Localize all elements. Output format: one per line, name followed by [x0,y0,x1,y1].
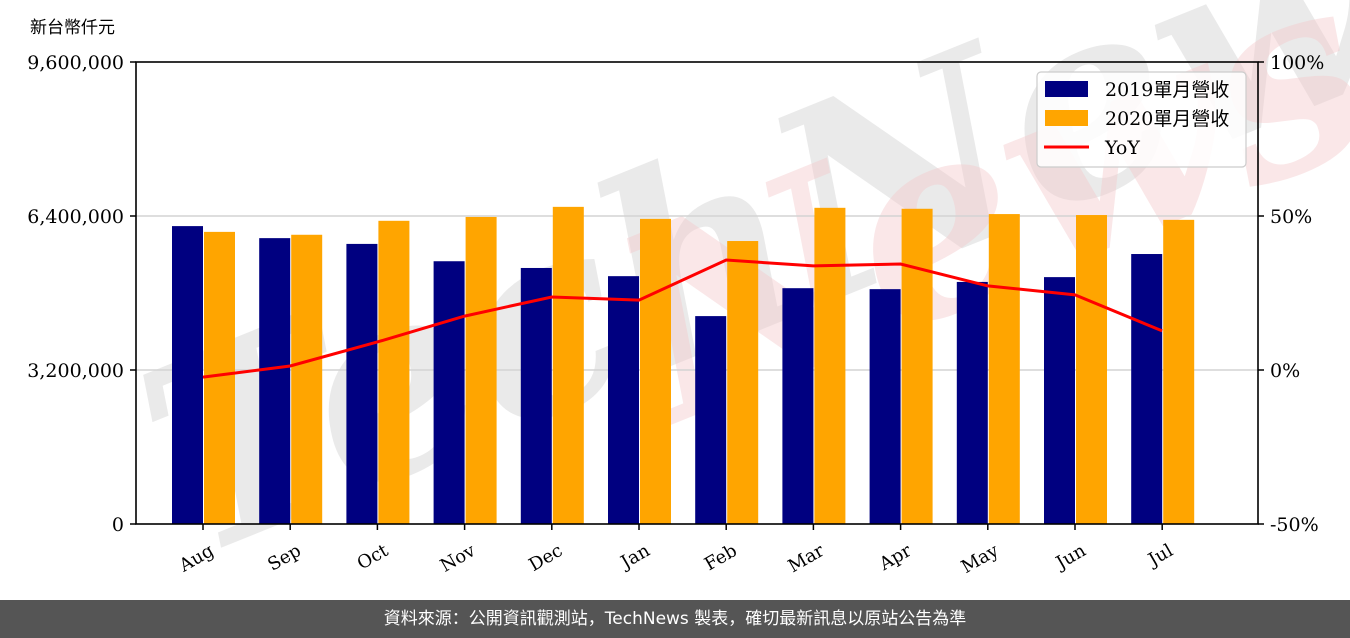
bar-2019單月營收-Aug [172,226,203,524]
source-text: 資料來源：公開資訊觀測站，TechNews 製表，確切最新訊息以原站公告為準 [383,609,967,629]
legend-label: YoY [1104,137,1140,159]
bar-2019單月營收-Apr [869,289,901,524]
bar-2020單月營收-Oct [378,220,410,524]
bar-2020單月營收-Apr [901,208,933,524]
y2-tick-label: 0% [1270,360,1300,382]
legend-swatch [1045,81,1088,97]
y2-tick-label: -50% [1270,514,1319,536]
x-tick-label: May [958,540,1003,578]
bar-2019單月營收-Oct [346,243,378,524]
y2-tick-label: 100% [1270,52,1324,74]
bar-2019單月營收-Jan [608,276,639,524]
plot-frame [135,61,1259,525]
bar-2020單月營收-Aug [204,231,235,524]
bar-2020單月營收-Jul [1163,219,1195,524]
bar-2019單月營收-Mar [782,288,814,524]
bar-2019單月營收-Nov [433,261,465,524]
y-tick-label: 0 [112,514,124,536]
y2-tick-label: 50% [1270,206,1312,228]
legend-swatch [1045,110,1088,126]
x-tick-label: Mar [785,540,829,577]
y-tick-label: 9,600,000 [27,52,124,74]
bar-2019單月營收-Feb [695,316,727,524]
legend: 2019單月營收 2020單月營收 YoY [1036,71,1247,168]
bar-2019單月營收-Jun [1044,277,1075,524]
bar-2020單月營收-Sep [291,234,323,525]
bar-2020單月營收-Dec [552,206,584,524]
x-tick-label: Apr [875,540,915,575]
x-tick-label: Feb [701,540,741,575]
bar-2019單月營收-May [956,281,988,524]
bar-2019單月營收-Sep [259,238,291,524]
bar-series [172,206,1195,525]
bar-2019單月營收-Dec [520,267,552,524]
y-tick-label: 3,200,000 [27,360,124,382]
bar-2020單月營收-Nov [465,216,497,524]
legend-label: 2019單月營收 [1105,79,1229,101]
bar-2020單月營收-Mar [814,207,846,524]
x-tick-label: Jan [616,540,654,574]
x-tick-label: Jul [1143,540,1177,572]
y-tick-label: 6,400,000 [27,206,124,228]
y-axis-unit-label: 新台幣仟元 [30,18,115,38]
legend-label: 2020單月營收 [1105,108,1229,130]
bar-2020單月營收-Jun [1076,215,1107,524]
x-tick-label: Dec [525,540,566,576]
bar-2020單月營收-Feb [727,241,759,524]
bar-2019單月營收-Jul [1131,254,1163,525]
x-tick-label: Jun [1051,540,1090,575]
yoy-line [202,258,1163,379]
x-tick-label: Nov [437,540,480,577]
chart-canvas: TechNews News 03,200,0006,400,0009,600,0… [27,0,1350,616]
bar-2020單月營收-Jan [640,218,671,524]
revenue-chart: TechNews News 0 3,200,000 6,400,000 9,600,0… [27,0,1350,616]
yoy-polyline [202,258,1163,379]
legend-box [1036,71,1247,168]
source-footer: 資料來源：公開資訊觀測站，TechNews 製表，確切最新訊息以原站公告為準 [0,600,1350,638]
bar-2020單月營收-May [988,214,1020,524]
